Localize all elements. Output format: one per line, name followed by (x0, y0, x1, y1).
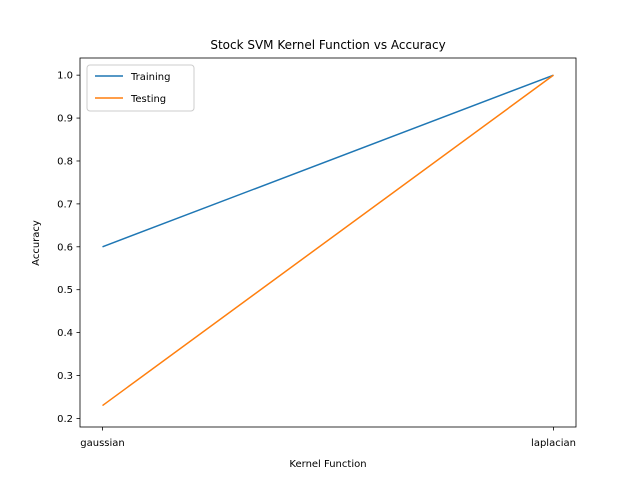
legend-label-testing: Testing (130, 94, 166, 105)
y-tick-label: 0.6 (57, 242, 73, 253)
legend: Training Testing (87, 65, 194, 111)
y-tick-label: 0.4 (57, 328, 73, 339)
y-tick-label: 0.8 (57, 156, 73, 167)
y-axis-label: Accuracy (31, 220, 42, 266)
y-tick-label: 0.7 (57, 199, 73, 210)
chart-title: Stock SVM Kernel Function vs Accuracy (210, 38, 445, 52)
y-tick-label: 0.9 (57, 114, 73, 125)
legend-label-training: Training (130, 72, 170, 83)
x-tick-label-gaussian: gaussian (80, 438, 124, 449)
x-axis-label: Kernel Function (289, 459, 366, 470)
y-tick-label: 1.0 (57, 71, 73, 82)
y-tick-label: 0.2 (57, 414, 73, 425)
y-tick-label: 0.3 (57, 371, 73, 382)
x-tick-label-laplacian: laplacian (531, 438, 576, 449)
y-tick-label: 0.5 (57, 285, 73, 296)
